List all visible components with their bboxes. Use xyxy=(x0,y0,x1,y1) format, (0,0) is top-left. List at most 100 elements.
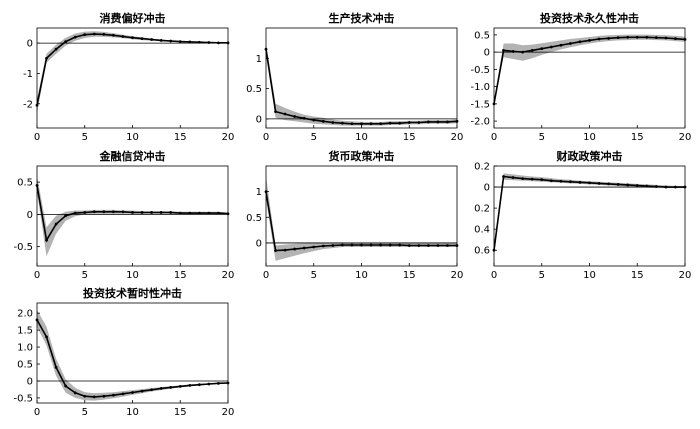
data-point xyxy=(140,389,144,393)
data-point xyxy=(607,182,610,186)
y-tick-label: 0 xyxy=(256,238,262,249)
data-point xyxy=(83,394,87,398)
data-point xyxy=(331,244,335,247)
y-tick-label: 0.2 xyxy=(474,162,490,173)
x-tick-label: 10 xyxy=(126,132,139,143)
y-tick-label: 0 xyxy=(484,183,490,194)
data-point xyxy=(302,116,306,120)
data-point xyxy=(293,115,297,118)
data-point xyxy=(112,393,115,397)
y-tick-label: 0.5 xyxy=(17,360,33,371)
data-point xyxy=(64,40,68,44)
data-point xyxy=(674,185,677,189)
data-point xyxy=(530,49,534,52)
data-point xyxy=(150,388,154,392)
data-point xyxy=(274,249,277,253)
data-point xyxy=(312,118,316,122)
data-point xyxy=(502,175,505,178)
data-point xyxy=(559,179,563,183)
x-tick-label: 10 xyxy=(355,270,368,281)
confidence-band xyxy=(37,175,228,257)
data-point xyxy=(426,120,430,124)
x-tick-label: 15 xyxy=(174,407,187,418)
data-point xyxy=(369,122,373,126)
y-tick-label: 1.5 xyxy=(17,326,33,337)
data-point xyxy=(140,37,144,41)
data-point xyxy=(607,36,610,40)
x-tick-label: 20 xyxy=(679,270,692,281)
x-tick-label: 15 xyxy=(174,132,187,143)
data-point xyxy=(188,383,192,387)
y-tick-label: 1.0 xyxy=(17,343,33,354)
data-point xyxy=(446,120,449,124)
data-point xyxy=(207,382,211,386)
y-tick-label: -1 xyxy=(23,69,33,80)
x-tick-label: 0 xyxy=(491,270,497,281)
x-tick-label: 5 xyxy=(311,270,317,281)
data-point xyxy=(131,391,134,394)
data-point xyxy=(530,177,534,181)
x-tick-label: 10 xyxy=(126,407,139,418)
y-tick-label: 0.5 xyxy=(17,178,33,189)
y-tick-label: 0.5 xyxy=(474,30,490,41)
data-point xyxy=(407,121,411,124)
y-tick-label: 0.4 xyxy=(474,225,490,236)
data-point xyxy=(73,35,77,39)
data-point xyxy=(321,244,325,248)
data-point xyxy=(645,184,649,188)
data-point xyxy=(45,238,48,242)
x-tick-label: 20 xyxy=(451,132,464,143)
data-point xyxy=(140,211,144,214)
data-point xyxy=(379,122,382,126)
x-tick-label: 15 xyxy=(403,270,416,281)
x-tick-label: 5 xyxy=(82,132,88,143)
data-point xyxy=(626,35,630,39)
data-point xyxy=(197,40,201,44)
data-point xyxy=(83,211,87,214)
data-point xyxy=(540,178,544,182)
data-point xyxy=(321,119,325,123)
response-line xyxy=(265,191,457,252)
data-point xyxy=(635,184,639,187)
data-point xyxy=(197,383,201,387)
data-point xyxy=(559,43,563,47)
data-point xyxy=(178,40,182,44)
data-point xyxy=(73,391,77,395)
data-point xyxy=(360,122,363,126)
data-point xyxy=(417,121,421,124)
data-point xyxy=(654,36,658,40)
data-point xyxy=(159,211,163,214)
confidence-band xyxy=(494,34,685,106)
x-tick-label: 20 xyxy=(679,132,692,143)
data-point xyxy=(635,35,639,39)
y-tick-label: -1.5 xyxy=(470,99,490,110)
panel-title: 投资技术永久性冲击 xyxy=(540,11,639,25)
data-point xyxy=(217,381,220,385)
y-tick-label: 0.5 xyxy=(246,84,262,95)
data-point xyxy=(92,210,96,214)
data-point xyxy=(102,210,106,214)
data-point xyxy=(588,39,591,42)
data-point xyxy=(283,112,287,116)
data-point xyxy=(302,246,306,250)
plot-frame xyxy=(493,165,686,267)
data-point xyxy=(350,243,354,247)
data-point xyxy=(73,211,77,215)
chart-panel: 货币政策冲击 0 5 10 15 20 0 0.5 1 xyxy=(246,149,463,281)
y-tick-label: 0 xyxy=(27,39,33,50)
x-tick-label: 10 xyxy=(583,270,596,281)
data-point xyxy=(64,214,68,218)
data-point xyxy=(207,211,211,215)
data-point xyxy=(540,47,544,51)
data-point xyxy=(436,244,440,247)
data-point xyxy=(616,36,620,40)
data-point xyxy=(150,211,154,214)
data-point xyxy=(169,39,173,43)
data-point xyxy=(217,41,220,45)
y-tick-label: 0.6 xyxy=(474,246,490,257)
x-tick-label: 20 xyxy=(222,270,235,281)
y-tick-label: 0 xyxy=(256,114,262,125)
panel-title: 金融信贷冲击 xyxy=(99,149,166,163)
y-tick-label: -0.5 xyxy=(13,242,33,253)
